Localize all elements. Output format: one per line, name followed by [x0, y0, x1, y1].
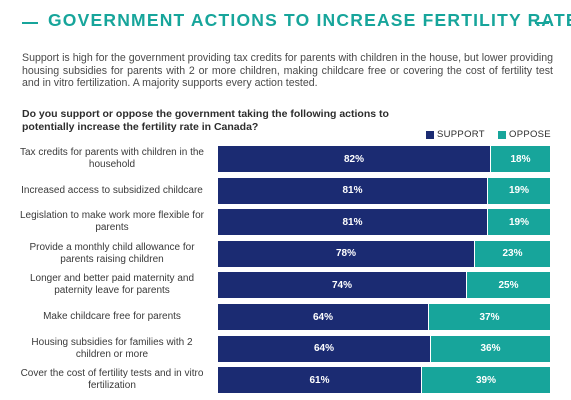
category-label: Make childcare free for parents	[43, 311, 181, 322]
survey-question: Do you support or oppose the government …	[22, 108, 389, 133]
bar-support: 64%	[218, 335, 430, 362]
bar-oppose: 18%	[490, 146, 550, 172]
bar-support: 64%	[218, 304, 428, 330]
bar-oppose: 39%	[421, 367, 550, 394]
bar-support: 61%	[218, 367, 421, 394]
bar-oppose: 19%	[487, 209, 550, 236]
page-title: GOVERNMENT ACTIONS TO INCREASE FERTILITY…	[48, 10, 571, 30]
bar-oppose: 36%	[430, 335, 550, 362]
category-label: Housing subsidies for families with 2 ch…	[31, 336, 193, 360]
title-rule-right	[535, 22, 549, 24]
bar-support: 82%	[218, 146, 490, 172]
bar-support: 74%	[218, 272, 466, 299]
title-rule-left	[22, 22, 38, 24]
bar-oppose: 19%	[487, 177, 550, 204]
title-row: GOVERNMENT ACTIONS TO INCREASE FERTILITY…	[22, 8, 571, 36]
bar-support: 81%	[218, 209, 487, 236]
bar-oppose: 23%	[474, 240, 550, 267]
bar-support: 81%	[218, 177, 487, 204]
category-label: Cover the cost of fertility tests and in…	[20, 368, 204, 392]
legend-support-label: SUPPORT	[437, 129, 485, 140]
legend-oppose-swatch	[498, 131, 506, 139]
category-label: Tax credits for parents with children in…	[20, 147, 204, 170]
bar-support: 78%	[218, 240, 474, 267]
category-label: Provide a monthly child allowance for pa…	[29, 241, 195, 265]
bar-oppose: 25%	[466, 272, 550, 299]
category-label: Longer and better paid maternity and pat…	[30, 273, 194, 297]
intro-text: Support is high for the government provi…	[22, 52, 553, 89]
category-label: Increased access to subsidized childcare	[21, 184, 203, 196]
legend-oppose-label: OPPOSE	[509, 129, 551, 140]
bar-oppose: 37%	[428, 304, 550, 330]
legend-support-swatch	[426, 131, 434, 139]
category-label: Legislation to make work more flexible f…	[20, 210, 204, 234]
